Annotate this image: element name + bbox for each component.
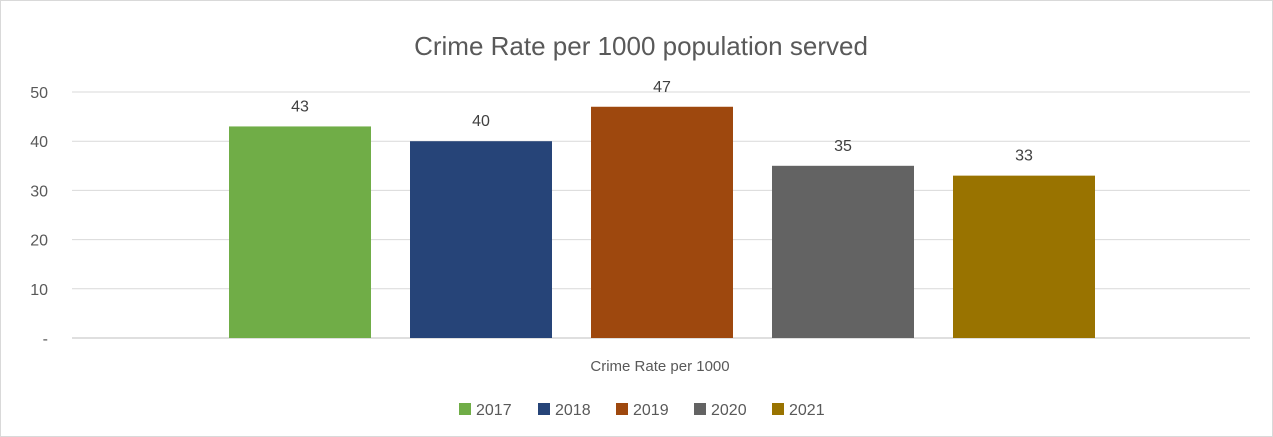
legend-label-2020: 2020 [711,402,747,419]
y-tick-label: - [43,331,48,348]
bar-2021 [953,175,1095,338]
legend-swatch-2021 [772,403,784,415]
data-label-2021: 33 [1015,148,1033,165]
data-label-2020: 35 [834,138,852,155]
legend-swatch-2019 [616,403,628,415]
legend-label-2021: 2021 [789,402,825,419]
y-tick-label: 30 [30,183,48,200]
y-axis-ticks: - 10 20 30 40 50 [30,85,48,348]
y-tick-label: 20 [30,233,48,250]
data-labels: 43 40 47 35 33 [291,79,1033,165]
chart-title: Crime Rate per 1000 population served [414,31,868,61]
legend-label-2019: 2019 [633,402,669,419]
legend-label-2017: 2017 [476,402,512,419]
bar-2020 [772,165,914,338]
data-label-2018: 40 [472,113,490,130]
y-tick-label: 10 [30,282,48,299]
legend-swatch-2018 [538,403,550,415]
y-tick-label: 40 [30,134,48,151]
bar-2019 [591,106,733,338]
legend-swatch-2020 [694,403,706,415]
y-tick-label: 50 [30,85,48,102]
x-category-label: Crime Rate per 1000 [590,358,729,375]
legend: 2017 2018 2019 2020 2021 [459,402,825,419]
data-label-2019: 47 [653,79,671,96]
legend-swatch-2017 [459,403,471,415]
bar-2017 [229,126,371,338]
bar-2018 [410,141,552,338]
legend-label-2018: 2018 [555,402,591,419]
data-label-2017: 43 [291,98,309,115]
bars [229,106,1095,338]
